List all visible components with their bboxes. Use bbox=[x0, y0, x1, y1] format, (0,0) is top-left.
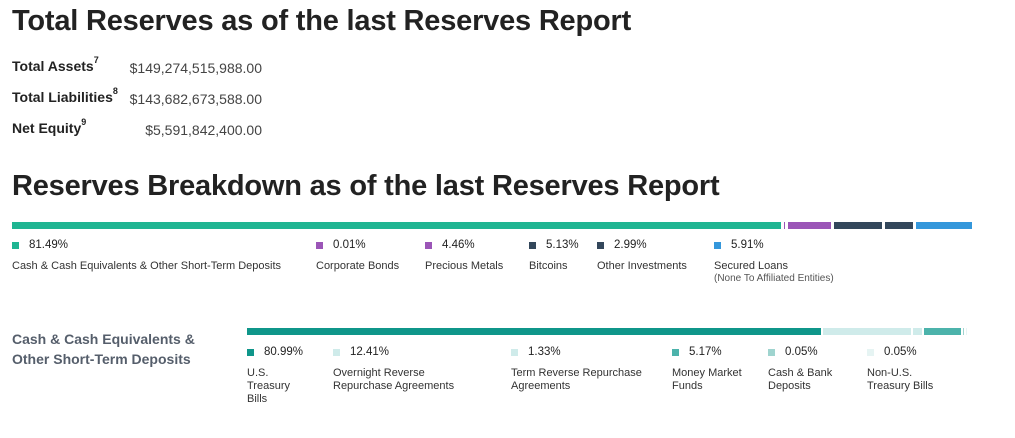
legend-swatch bbox=[425, 241, 432, 249]
bar-segment bbox=[884, 222, 914, 229]
legend-swatch bbox=[247, 348, 254, 356]
legend-percent: 5.17% bbox=[689, 346, 722, 358]
legend-swatch bbox=[12, 241, 19, 249]
legend-percent: 1.33% bbox=[528, 346, 561, 358]
cash-breakdown-bar bbox=[247, 328, 967, 335]
legend-label: Other Investments bbox=[597, 260, 687, 272]
bar-segment bbox=[924, 328, 962, 335]
cash-legend-item: 5.17% Money Market Funds bbox=[672, 346, 742, 393]
legend-percent: 0.01% bbox=[333, 239, 366, 251]
legend-swatch bbox=[597, 241, 604, 249]
bar-segment bbox=[788, 222, 831, 229]
legend-swatch bbox=[867, 348, 874, 356]
bar-segment bbox=[966, 328, 967, 335]
cash-legend-item: 1.33% Term Reverse Repurchase Agreements bbox=[511, 346, 642, 393]
legend-label: Cash & Bank Deposits bbox=[768, 367, 833, 392]
total-assets-value: $149,274,515,988.00 bbox=[129, 60, 262, 76]
legend-swatch bbox=[333, 348, 340, 356]
legend-percent: 80.99% bbox=[264, 346, 304, 358]
legend-percent: 5.13% bbox=[546, 239, 579, 251]
cash-breakdown-title: Cash & Cash Equivalents & Other Short-Te… bbox=[12, 331, 195, 367]
total-liabilities-value: $143,682,673,588.00 bbox=[129, 91, 262, 107]
legend-label: Corporate Bonds bbox=[316, 260, 400, 272]
bar-segment bbox=[823, 328, 911, 335]
cash-legend-item: 12.41% Overnight Reverse Repurchase Agreem… bbox=[333, 346, 454, 393]
legend-label: U.S. Treasury Bills bbox=[247, 367, 290, 405]
legend-swatch bbox=[714, 241, 721, 249]
legend-item: 2.99% Other Investments bbox=[597, 239, 687, 273]
legend-percent: 0.05% bbox=[884, 346, 917, 358]
legend-label: Precious Metals bbox=[425, 260, 504, 272]
legend-label: Secured Loans bbox=[714, 260, 788, 272]
bar-segment bbox=[916, 222, 973, 229]
legend-percent: 4.46% bbox=[442, 239, 475, 251]
legend-item: 0.01% Corporate Bonds bbox=[316, 239, 399, 273]
legend-item: 5.91% Secured Loans (None To Affiliated En… bbox=[714, 239, 834, 285]
reserves-breakdown-bar bbox=[12, 222, 973, 229]
legend-percent: 81.49% bbox=[29, 239, 69, 251]
net-equity-value: $5,591,842,400.00 bbox=[145, 122, 262, 138]
bar-segment bbox=[12, 222, 782, 229]
legend-label: Overnight Reverse Repurchase Agreements bbox=[333, 367, 455, 392]
legend-sublabel: (None To Affiliated Entities) bbox=[714, 273, 834, 284]
legend-swatch bbox=[768, 348, 775, 356]
legend-item: 81.49% Cash & Cash Equivalents & Other Sh… bbox=[12, 239, 281, 273]
legend-label: Money Market Funds bbox=[672, 367, 742, 392]
legend-swatch bbox=[511, 348, 518, 356]
legend-percent: 5.91% bbox=[731, 239, 764, 251]
bar-segment bbox=[784, 222, 786, 229]
net-equity-label: Net Equity9 bbox=[12, 117, 87, 136]
total-reserves-title: Total Reserves as of the last Reserves R… bbox=[12, 5, 632, 37]
bar-segment bbox=[912, 328, 923, 335]
bar-segment bbox=[833, 222, 882, 229]
legend-label: Non-U.S. Treasury Bills bbox=[867, 367, 934, 392]
cash-legend-item: 0.05% Cash & Bank Deposits bbox=[768, 346, 832, 393]
reserves-breakdown-title: Reserves Breakdown as of the last Reserv… bbox=[12, 170, 720, 202]
cash-legend-item: 0.05% Non-U.S. Treasury Bills bbox=[867, 346, 933, 393]
legend-percent: 2.99% bbox=[614, 239, 647, 251]
legend-label: Term Reverse Repurchase Agreements bbox=[511, 367, 642, 392]
cash-legend-item: 80.99% U.S. Treasury Bills bbox=[247, 346, 303, 406]
bar-segment bbox=[963, 328, 965, 335]
legend-swatch bbox=[529, 241, 536, 249]
legend-swatch bbox=[316, 241, 323, 249]
total-assets-label: Total Assets7 bbox=[12, 55, 99, 74]
legend-item: 5.13% Bitcoins bbox=[529, 239, 579, 273]
legend-percent: 0.05% bbox=[785, 346, 818, 358]
legend-label: Bitcoins bbox=[529, 260, 568, 272]
bar-segment bbox=[247, 328, 822, 335]
total-liabilities-label: Total Liabilities8 bbox=[12, 86, 118, 105]
legend-item: 4.46% Precious Metals bbox=[425, 239, 503, 273]
legend-label: Cash & Cash Equivalents & Other Short-Te… bbox=[12, 260, 282, 272]
legend-swatch bbox=[672, 348, 679, 356]
legend-percent: 12.41% bbox=[350, 346, 390, 358]
